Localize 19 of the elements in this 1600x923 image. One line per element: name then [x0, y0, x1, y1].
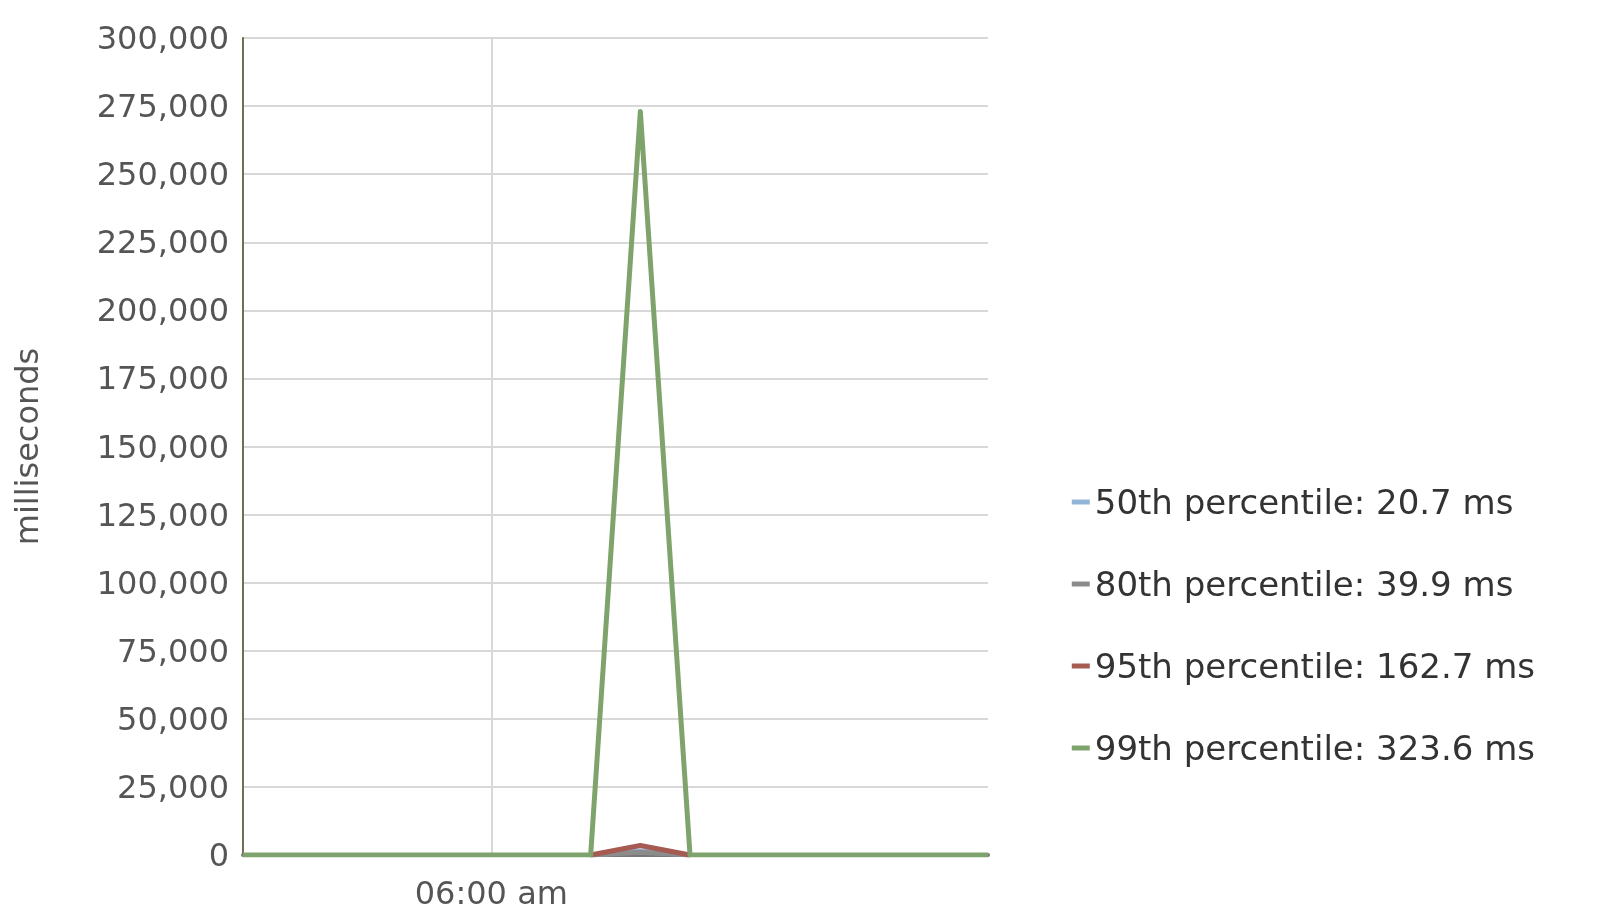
- y-axis-title: milliseconds: [8, 347, 46, 546]
- y-tick-label: 50,000: [117, 699, 229, 738]
- y-tick-label: 100,000: [96, 563, 229, 602]
- y-tick-label: 300,000: [96, 19, 229, 57]
- y-tick-label: 125,000: [96, 495, 229, 534]
- y-tick-label: 150,000: [96, 427, 229, 466]
- y-tick-label: 200,000: [96, 291, 229, 330]
- y-tick-label: 225,000: [96, 223, 229, 262]
- legend-label: 50th percentile: 20.7 ms: [1094, 482, 1514, 522]
- legend-label: 95th percentile: 162.7 ms: [1094, 646, 1536, 686]
- y-tick-label: 175,000: [96, 359, 229, 398]
- y-tick-label: 25,000: [117, 767, 229, 806]
- y-tick-label: 275,000: [96, 87, 229, 126]
- legend-label: 99th percentile: 323.6 ms: [1094, 728, 1536, 768]
- y-tick-label: 75,000: [117, 631, 229, 670]
- y-tick-label: 250,000: [96, 155, 229, 194]
- legend-label: 80th percentile: 39.9 ms: [1094, 564, 1514, 604]
- y-tick-label: 0: [208, 836, 229, 874]
- x-tick-label: 06:00 am: [414, 874, 568, 912]
